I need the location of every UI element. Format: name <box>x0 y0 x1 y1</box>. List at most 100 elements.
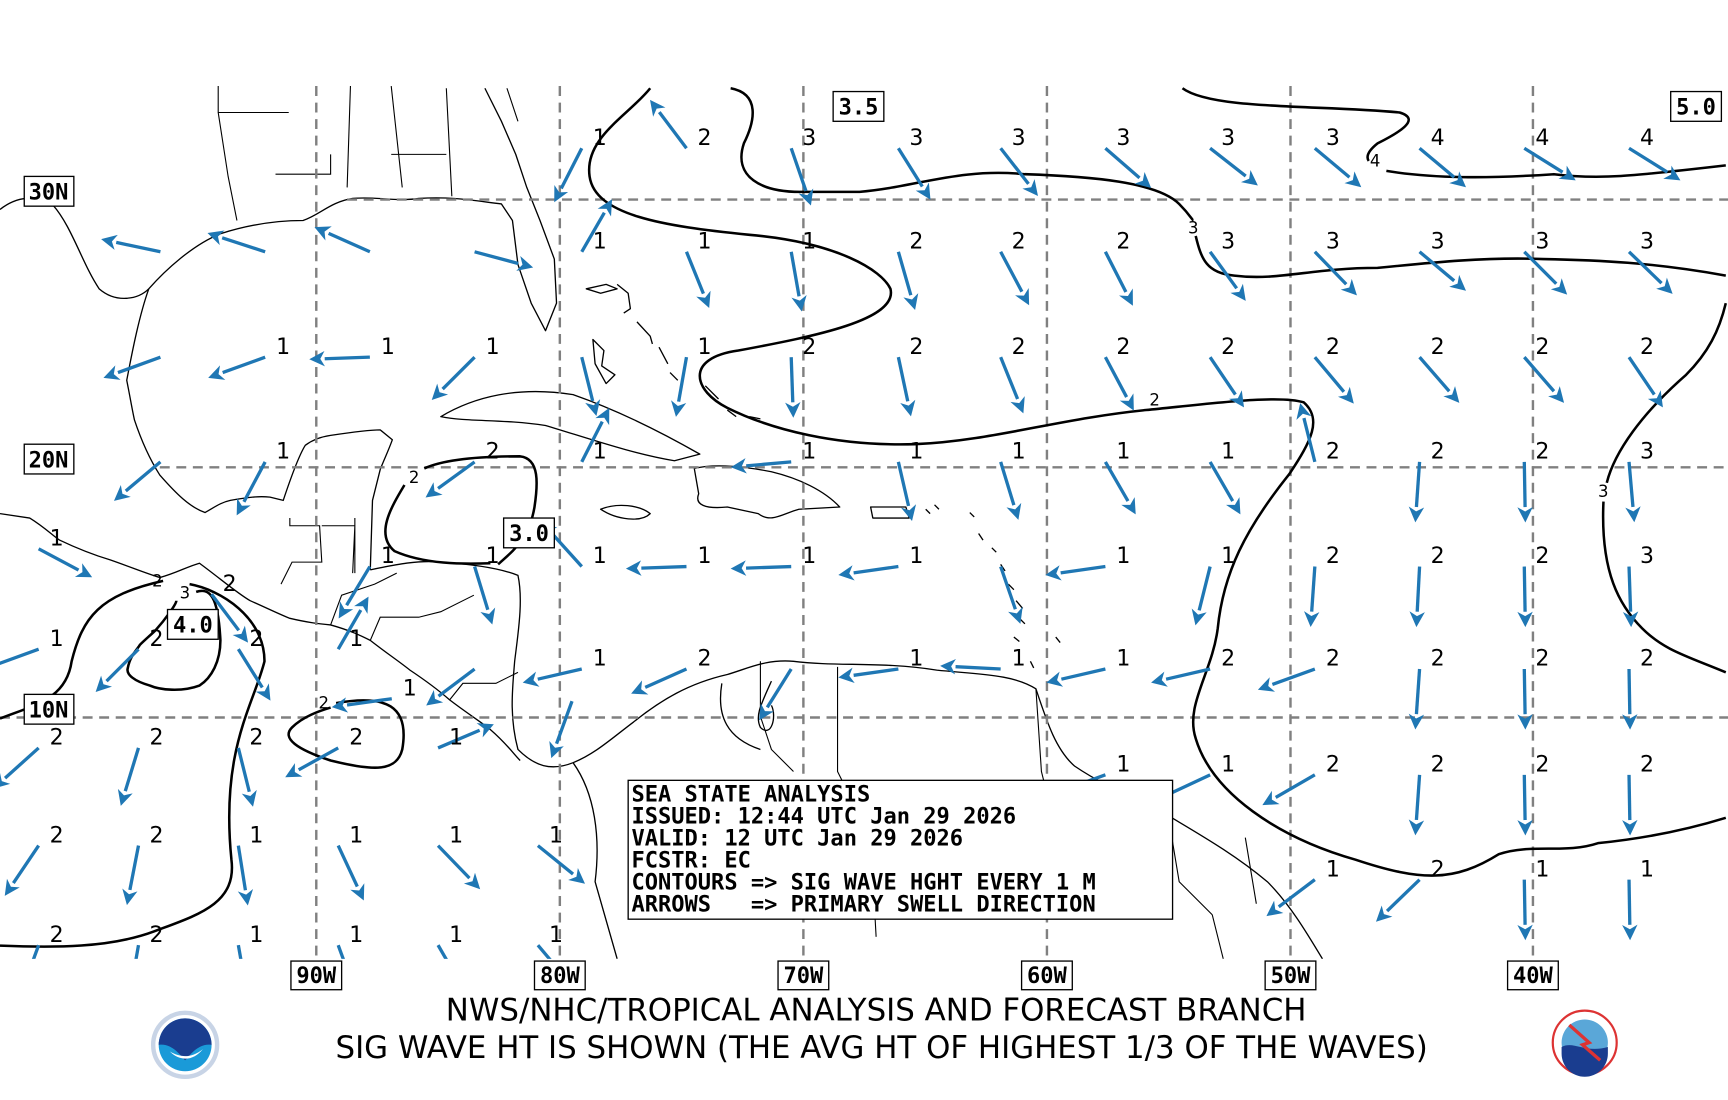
arrow-shaft <box>853 564 899 575</box>
wave-height-label: 1 <box>276 335 290 360</box>
arrow-shaft <box>1627 879 1632 925</box>
arrow-shaft <box>221 236 266 254</box>
wave-height-label: 2 <box>1535 753 1549 778</box>
swell-arrow: 1 <box>436 823 481 890</box>
arrow-shaft <box>896 461 911 507</box>
arrow-shaft <box>765 668 793 709</box>
arrow-head-icon <box>1340 278 1357 296</box>
arrow-shaft <box>134 944 141 959</box>
arrow-shaft <box>210 593 241 632</box>
arrow-head-icon <box>1408 713 1425 730</box>
contour-label: 3 <box>1188 219 1199 238</box>
arrow-shaft <box>1208 356 1237 396</box>
footer-subtitle: SIG WAVE HT IS SHOWN (THE AVG HT OF HIGH… <box>336 1030 1428 1066</box>
arrow-head-icon <box>123 988 138 1005</box>
arrow-shaft <box>999 147 1030 185</box>
svg-text:3.0: 3.0 <box>509 522 549 547</box>
swell-arrow: 2 <box>1313 335 1354 404</box>
footer-title: NWS/NHC/TROPICAL ANALYSIS AND FORECAST B… <box>446 993 1307 1029</box>
swell-arrow: 1 <box>37 527 93 578</box>
wave-height-label: 2 <box>486 440 500 465</box>
arrow-shaft <box>1060 667 1106 681</box>
swell-arrow: 1 <box>1045 544 1130 581</box>
arrow-head-icon <box>901 504 917 521</box>
arrow-head-icon <box>1006 502 1022 520</box>
wave-height-label: 1 <box>1221 544 1235 569</box>
swell-arrow: 2 <box>285 726 363 778</box>
swell-arrow: 2 <box>1208 335 1245 408</box>
swell-arrow: 3 <box>1418 229 1467 291</box>
longitude-labels: 90W 80W 70W 60W 50W 40W <box>290 960 1559 991</box>
swell-arrow: 2 <box>1517 544 1549 628</box>
wave-height-label: 1 <box>449 726 463 751</box>
arrow-head-icon <box>549 740 564 759</box>
arrow-head-icon <box>1517 819 1533 836</box>
swell-arrow: 1 <box>580 199 613 254</box>
arrow-head-icon <box>425 482 443 498</box>
wave-height-label: 3 <box>1640 544 1654 569</box>
swell-arrow: 2 <box>1408 440 1445 523</box>
max-label-box: 5.0 <box>1670 90 1723 122</box>
swell-arrow: 1 <box>684 229 712 308</box>
max-height-labels: 3.5 5.0 3.0 4.0 <box>166 90 1723 640</box>
wave-height-label: 1 <box>698 229 712 254</box>
wave-height-label: 1 <box>698 335 712 360</box>
wave-height-label: 2 <box>249 726 263 751</box>
arrow-head-icon <box>785 402 801 418</box>
swell-arrow: 3 <box>1209 126 1258 186</box>
arrow-shaft <box>324 355 370 361</box>
swell-arrow: 2 <box>650 99 712 151</box>
arrow-shaft <box>105 648 140 683</box>
arrow-shaft <box>1415 566 1422 612</box>
swell-arrow: 1 <box>1266 857 1340 917</box>
arrow-shaft <box>789 147 808 192</box>
contour-label: 3 <box>1598 482 1609 501</box>
arrow-head-icon <box>207 230 225 246</box>
arrow-shaft <box>1522 461 1527 508</box>
arrow-shaft <box>1277 878 1316 909</box>
arrow-shaft <box>1627 461 1635 508</box>
arrow-head-icon <box>426 690 444 706</box>
swell-arrow: 3 <box>1104 126 1152 188</box>
wave-height-label: 1 <box>1116 440 1130 465</box>
arrow-head-icon <box>237 889 254 906</box>
arrow-head-icon <box>476 723 494 738</box>
swell-arrow <box>113 460 162 501</box>
swell-arrow: 1 <box>1046 647 1130 687</box>
arrow-head-icon <box>103 365 121 380</box>
arrow-head-icon <box>730 560 747 576</box>
arrow-head-icon <box>122 888 138 906</box>
contour-line <box>287 699 405 769</box>
wave-height-label: 4 <box>1640 126 1654 151</box>
wave-height-label: 2 <box>1431 335 1445 360</box>
arrow-head-icon <box>838 667 855 683</box>
arrow-shaft <box>896 251 913 296</box>
wave-height-label: 2 <box>909 229 923 254</box>
wave-height-label: 1 <box>486 544 500 569</box>
svg-text:4.0: 4.0 <box>173 614 213 639</box>
swell-arrow: 1 <box>1191 544 1235 626</box>
arrow-shaft <box>1209 146 1247 178</box>
arrow-shaft <box>3 746 40 780</box>
lon-label-70w: 70W <box>783 964 824 989</box>
wave-height-label: 3 <box>909 126 923 151</box>
wave-height-label: 2 <box>1326 335 1340 360</box>
arrow-head-icon <box>1022 179 1038 196</box>
wave-height-label: 2 <box>1221 335 1235 360</box>
swell-arrow: 1 <box>436 923 463 959</box>
swell-arrow: 2 <box>1408 753 1445 836</box>
wave-height-label: 1 <box>50 527 64 552</box>
arrow-shaft <box>1103 461 1130 502</box>
wave-height-label: 1 <box>50 627 64 652</box>
wave-height-label: 1 <box>549 923 563 948</box>
arrow-head-icon <box>117 788 133 806</box>
us-gulf-coast <box>0 87 558 332</box>
wave-height-label: 2 <box>150 627 164 652</box>
arrow-head-icon <box>0 772 11 787</box>
swell-arrow: 2 <box>1622 753 1654 836</box>
wave-height-label: 2 <box>1221 647 1235 672</box>
arrow-head-icon <box>74 563 93 578</box>
wave-height-label: 1 <box>381 335 395 360</box>
lon-label-40w: 40W <box>1513 964 1554 989</box>
colombia-venezuela-interior <box>572 680 775 959</box>
